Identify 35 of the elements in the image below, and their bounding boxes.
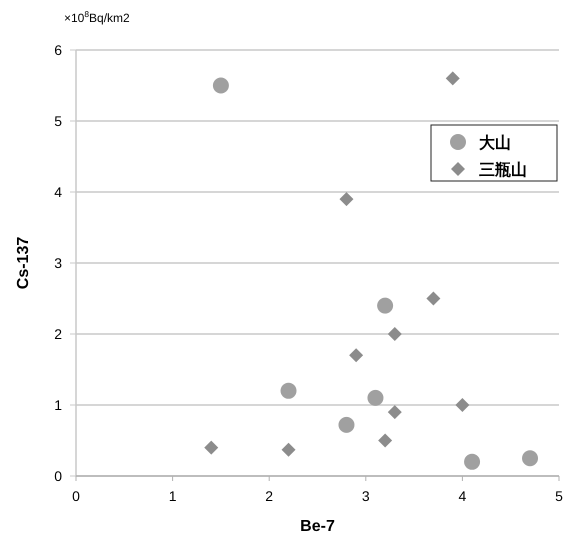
x-tick-label: 3 — [362, 488, 370, 504]
y-tick-label: 6 — [54, 42, 62, 58]
point — [426, 292, 440, 306]
point — [377, 298, 394, 314]
point — [446, 71, 460, 86]
x-tick-label: 1 — [168, 488, 177, 504]
y-tick-label: 4 — [54, 184, 62, 200]
x-tick-label: 0 — [72, 488, 80, 504]
y-tick-label: 5 — [54, 112, 62, 129]
point — [349, 348, 364, 362]
point — [455, 398, 470, 412]
point — [367, 390, 384, 406]
point — [388, 327, 402, 341]
point — [388, 405, 402, 420]
point — [522, 450, 538, 466]
y-tick-label: 2 — [54, 326, 62, 342]
point — [339, 192, 354, 206]
point — [204, 440, 218, 455]
x-tick-label: 2 — [265, 488, 274, 504]
y-tick-label: 0 — [54, 468, 62, 484]
text: ×10$^{8}$Bq/km2 — [64, 9, 130, 25]
legend-label: 大山 — [479, 134, 511, 152]
x-tick-label: 5 — [555, 488, 564, 504]
y-tick-label: 1 — [54, 396, 62, 413]
point — [338, 416, 354, 433]
y-tick-label: 3 — [54, 254, 62, 271]
x-tick-label: 4 — [458, 488, 466, 504]
point — [378, 434, 392, 448]
point — [464, 454, 480, 470]
point — [280, 382, 297, 399]
legend-label: 三瓶山 — [479, 161, 527, 179]
x-axis-title: Be-7 — [300, 518, 335, 535]
point — [282, 442, 296, 457]
point — [212, 78, 229, 94]
y-axis-title: Cs-137 — [15, 236, 32, 290]
